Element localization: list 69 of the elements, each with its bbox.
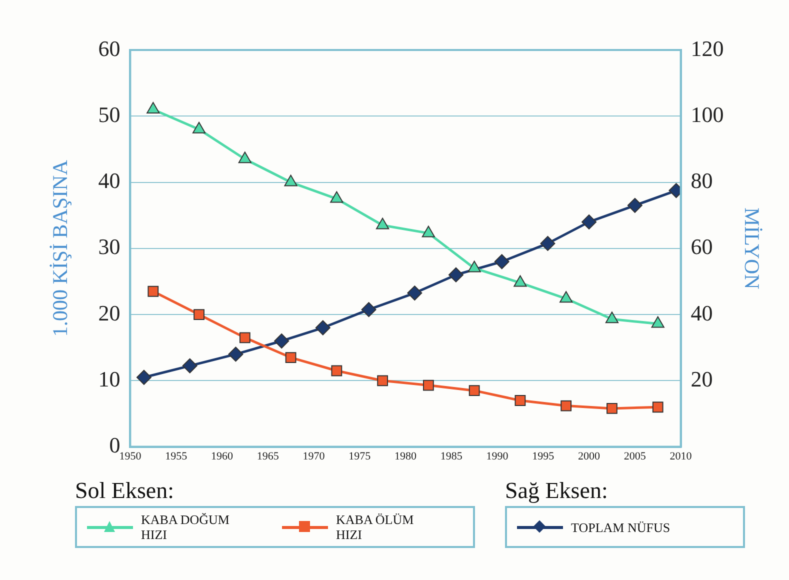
y2-tick-label: 100 <box>690 102 724 127</box>
x-tick-label: 1995 <box>532 450 555 462</box>
point <box>560 400 572 412</box>
point <box>606 402 618 414</box>
x-tick-label: 1950 <box>119 450 142 462</box>
y2-tick-label: 120 <box>690 36 724 61</box>
point <box>652 402 664 413</box>
legend-label: TOPLAM NÜFUS <box>571 520 671 534</box>
point <box>376 218 390 230</box>
y-axis-title: 1.000 KİŞİ BAŞINA <box>48 159 72 337</box>
y2-tick-label: 80 <box>690 168 713 194</box>
point <box>331 365 342 376</box>
point <box>407 286 422 301</box>
point <box>422 226 436 238</box>
point <box>330 191 344 203</box>
x-tick-label: 1965 <box>256 450 280 462</box>
point <box>627 198 642 213</box>
text: Sol Eksen: <box>75 478 174 504</box>
point <box>315 320 330 336</box>
point <box>422 380 434 391</box>
point <box>560 291 573 303</box>
point <box>468 260 481 272</box>
x-tick-label: 2005 <box>624 450 646 462</box>
y2-axis-title: MİLYON <box>740 207 764 290</box>
y-tick-label: 20 <box>98 300 120 326</box>
point <box>239 332 250 344</box>
x-tick-label: 1990 <box>486 450 509 462</box>
point <box>284 174 298 186</box>
y2-tick-label: 40 <box>690 300 713 326</box>
y-tick-label: 0 <box>109 432 120 458</box>
point <box>448 267 464 282</box>
point <box>285 352 296 363</box>
x-tick-label: 1985 <box>440 450 463 462</box>
point <box>540 236 556 251</box>
point <box>274 333 290 348</box>
y-tick-label: 50 <box>98 102 120 127</box>
x-tick-label: 1960 <box>210 450 234 462</box>
point <box>182 358 198 374</box>
legend-label: KABA ÖLÜM HIZI <box>336 512 415 542</box>
point <box>377 375 388 386</box>
point <box>361 302 376 318</box>
y2-tick-label: 60 <box>690 234 713 260</box>
point <box>582 214 597 230</box>
x-tick-label: 2010 <box>670 450 692 462</box>
point <box>238 152 252 164</box>
point <box>514 395 526 406</box>
legend-label: KABA DOĞUM HIZI <box>141 512 230 542</box>
point <box>468 385 480 396</box>
y2-tick-label: 20 <box>690 366 713 392</box>
text: Sağ Eksen: <box>505 478 608 504</box>
point <box>146 102 160 114</box>
y-tick-label: 40 <box>98 168 120 194</box>
x-tick-label: 1975 <box>348 450 372 462</box>
y-tick-label: 10 <box>98 366 120 392</box>
point <box>514 275 527 287</box>
point <box>148 286 159 297</box>
point <box>192 122 206 134</box>
point <box>194 309 204 320</box>
point <box>136 370 152 385</box>
x-tick-label: 1970 <box>302 450 326 462</box>
point <box>605 312 619 324</box>
point <box>228 346 244 362</box>
point <box>494 254 510 270</box>
y-tick-label: 60 <box>98 36 120 61</box>
x-tick-label: 1980 <box>394 450 417 462</box>
point <box>651 316 664 328</box>
x-tick-label: 1955 <box>165 450 188 462</box>
y-tick-label: 30 <box>98 234 120 260</box>
x-tick-label: 2000 <box>578 450 601 462</box>
